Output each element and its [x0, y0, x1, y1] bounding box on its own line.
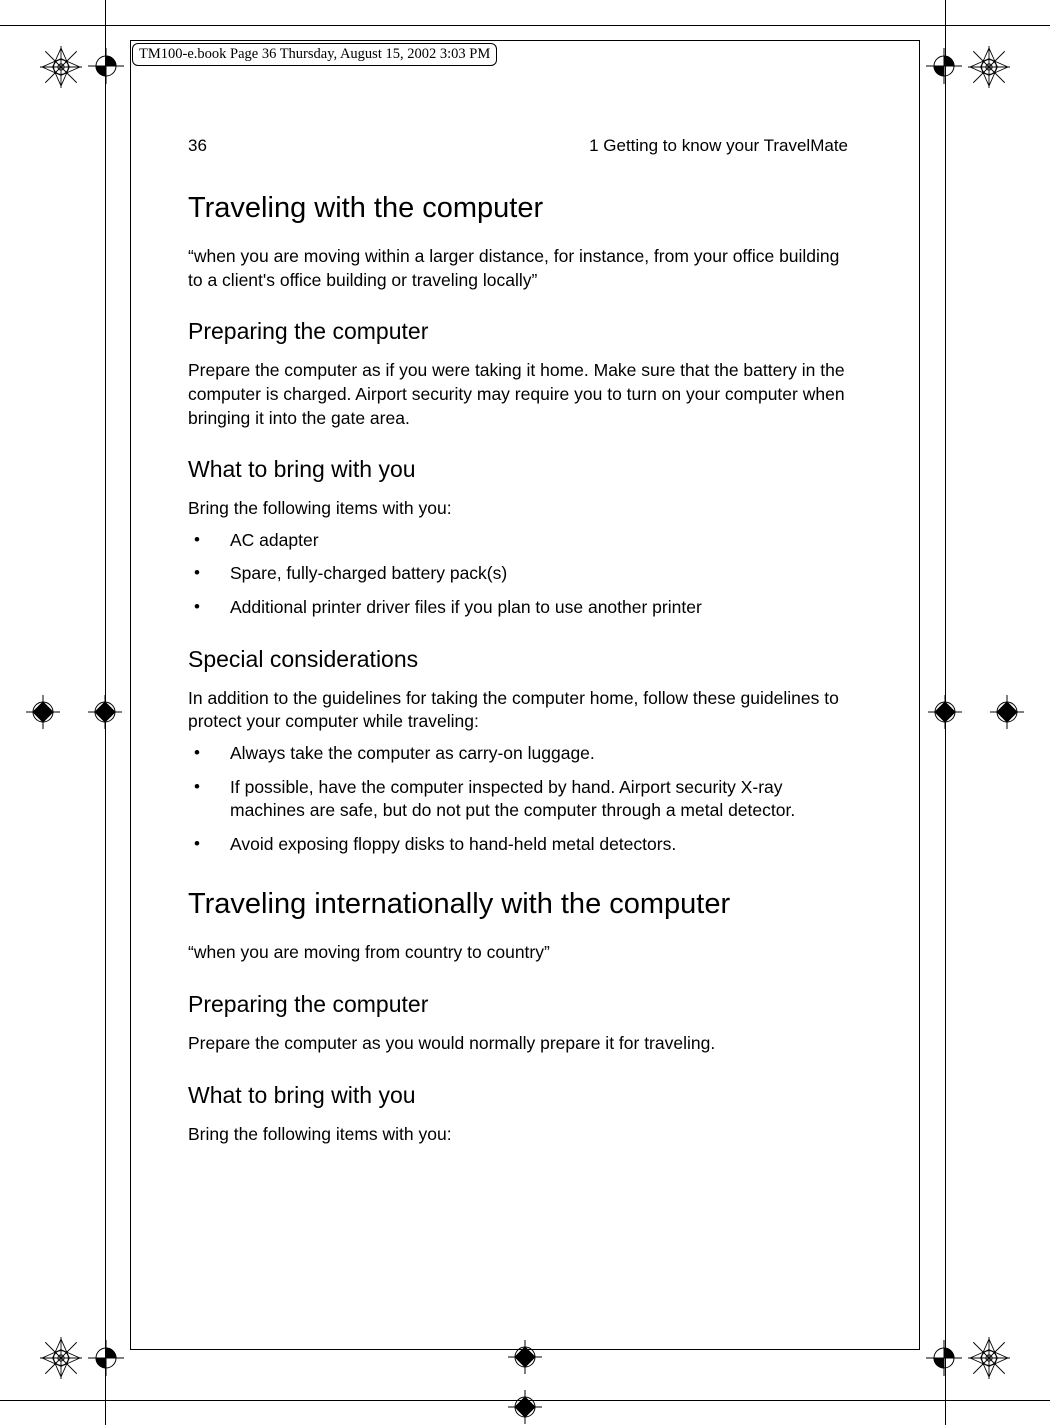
crosshair-mark-icon: [88, 1340, 124, 1376]
diamond-reg-icon: [990, 695, 1024, 729]
document-tag: TM100-e.book Page 36 Thursday, August 15…: [132, 43, 497, 66]
intro-text: “when you are moving from country to cou…: [188, 941, 848, 965]
intro-text: “when you are moving within a larger dis…: [188, 245, 848, 292]
heading-special: Special considerations: [188, 646, 848, 673]
body-text: Bring the following items with you:: [188, 497, 848, 521]
heading-preparing-2: Preparing the computer: [188, 991, 848, 1018]
body-text: In addition to the guidelines for taking…: [188, 687, 848, 734]
diamond-reg-icon: [88, 695, 122, 729]
registration-mark-icon: [40, 46, 82, 88]
page-header: 36 1 Getting to know your TravelMate: [188, 136, 848, 156]
body-text: Bring the following items with you:: [188, 1123, 848, 1147]
bring-list: AC adapter Spare, fully-charged battery …: [188, 529, 848, 620]
crosshair-mark-icon: [926, 48, 962, 84]
registration-mark-icon: [968, 46, 1010, 88]
list-item: Spare, fully-charged battery pack(s): [188, 562, 848, 586]
body-text: Prepare the computer as if you were taki…: [188, 359, 848, 430]
list-item: AC adapter: [188, 529, 848, 553]
crop-line: [0, 25, 1050, 26]
heading-bring: What to bring with you: [188, 456, 848, 483]
heading-preparing: Preparing the computer: [188, 318, 848, 345]
page-content: 36 1 Getting to know your TravelMate Tra…: [188, 136, 848, 1152]
document-tag-text: TM100-e.book Page 36 Thursday, August 15…: [139, 46, 490, 62]
registration-mark-icon: [40, 1337, 82, 1379]
diamond-reg-icon: [26, 695, 60, 729]
registration-mark-icon: [968, 1337, 1010, 1379]
diamond-reg-icon: [508, 1340, 542, 1374]
list-item: If possible, have the computer inspected…: [188, 776, 848, 823]
crosshair-mark-icon: [88, 48, 124, 84]
list-item: Additional printer driver files if you p…: [188, 596, 848, 620]
heading-international: Traveling internationally with the compu…: [188, 888, 848, 921]
heading-traveling: Traveling with the computer: [188, 192, 848, 225]
diamond-reg-icon: [508, 1390, 542, 1424]
list-item: Always take the computer as carry-on lug…: [188, 742, 848, 766]
list-item: Avoid exposing floppy disks to hand-held…: [188, 833, 848, 857]
special-list: Always take the computer as carry-on lug…: [188, 742, 848, 857]
heading-bring-2: What to bring with you: [188, 1082, 848, 1109]
body-text: Prepare the computer as you would normal…: [188, 1032, 848, 1056]
page-section-label: 1 Getting to know your TravelMate: [589, 136, 848, 156]
page-number: 36: [188, 136, 207, 156]
crosshair-mark-icon: [926, 1340, 962, 1376]
diamond-reg-icon: [928, 695, 962, 729]
